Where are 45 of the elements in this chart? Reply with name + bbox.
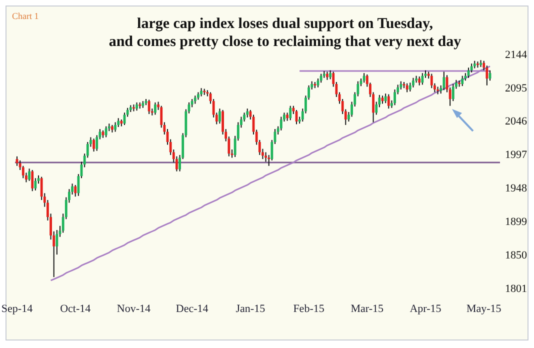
candlestick bbox=[461, 75, 464, 87]
candlestick bbox=[28, 168, 30, 182]
x-tick-label: Dec-14 bbox=[176, 303, 209, 315]
y-tick-label: 2095 bbox=[505, 82, 528, 94]
y-tick-label: 1948 bbox=[505, 182, 528, 195]
candlestick bbox=[421, 72, 424, 86]
candlestick bbox=[218, 108, 221, 124]
candlestick bbox=[31, 169, 34, 192]
x-tick-label: May-15 bbox=[466, 303, 502, 315]
candlestick bbox=[264, 152, 267, 162]
caption: Chart 1 bbox=[12, 11, 39, 21]
candlestick bbox=[387, 94, 390, 110]
x-tick-label: Oct-14 bbox=[60, 303, 92, 315]
candlestick bbox=[289, 105, 292, 121]
line-series bbox=[50, 66, 491, 282]
y-tick-label: 2046 bbox=[505, 116, 528, 128]
candlestick bbox=[34, 178, 37, 191]
x-tick-label: Feb-15 bbox=[293, 303, 325, 315]
x-tick-label: Mar-15 bbox=[350, 303, 384, 315]
candlestick bbox=[384, 93, 387, 104]
chart-title: large cap index loses dual support on Tuesday, and comes pretty close to reclaiming that very next day bbox=[108, 16, 462, 50]
x-tick-label: Nov-14 bbox=[116, 303, 152, 315]
candlestick bbox=[280, 116, 282, 131]
candlestick bbox=[104, 126, 108, 138]
candlestick bbox=[148, 99, 150, 115]
y-tick-label: 1801 bbox=[505, 282, 527, 295]
candlestick bbox=[442, 71, 446, 91]
y-tick-label: 1899 bbox=[505, 216, 528, 228]
x-tick-label: Jan-15 bbox=[236, 303, 266, 315]
candlestick bbox=[362, 72, 366, 84]
candlestick bbox=[394, 88, 396, 106]
candlestick bbox=[92, 138, 95, 152]
x-tick-label: Sep-14 bbox=[1, 303, 34, 315]
y-tick-label: 1850 bbox=[505, 249, 528, 262]
candlestick bbox=[268, 154, 270, 166]
candlestick bbox=[452, 84, 454, 102]
y-tick-label: 2144 bbox=[505, 48, 528, 61]
y-tick-label: 1997 bbox=[505, 149, 528, 162]
candlestick bbox=[114, 122, 116, 132]
candlestick bbox=[430, 73, 433, 89]
candlestick bbox=[412, 77, 414, 88]
candlestick bbox=[486, 65, 488, 86]
candlestick bbox=[74, 184, 77, 198]
x-tick-label: Apr-15 bbox=[410, 303, 442, 315]
candlestick bbox=[154, 102, 156, 116]
